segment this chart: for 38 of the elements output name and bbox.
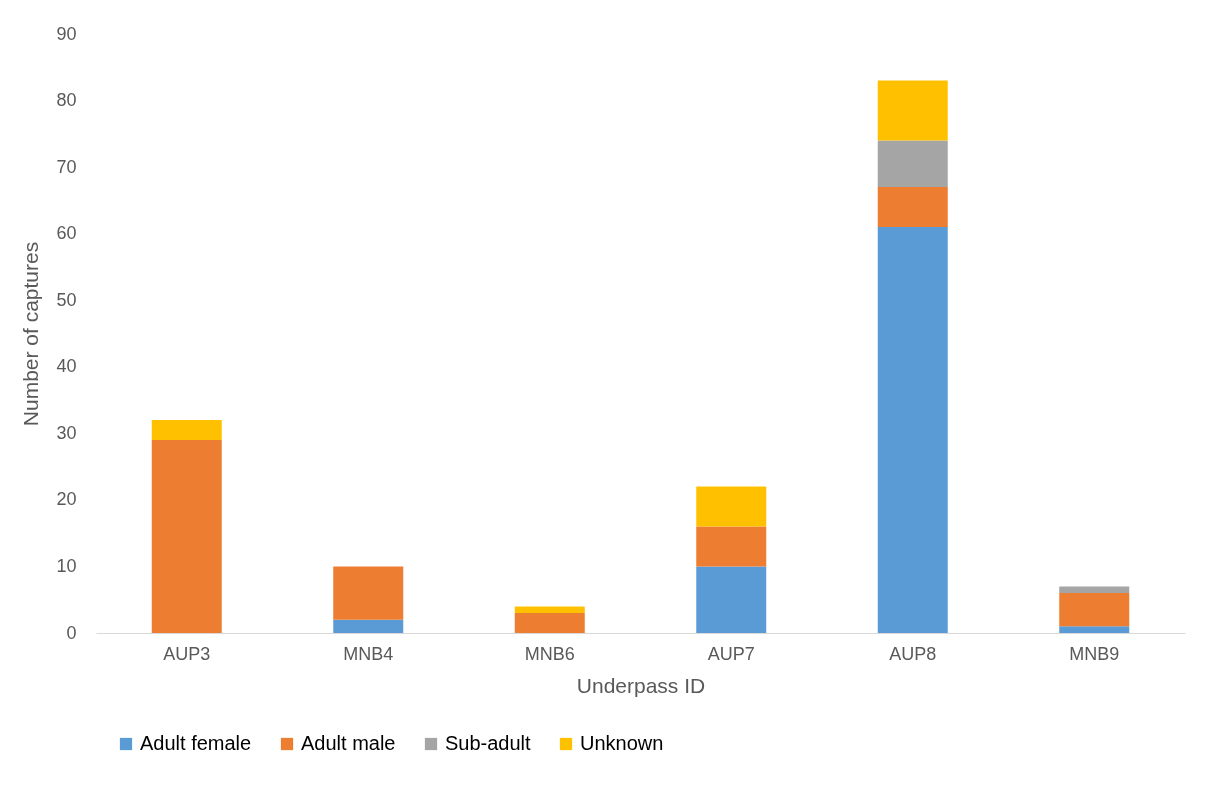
bar	[1059, 586, 1130, 594]
bar	[696, 566, 767, 633]
bar	[333, 619, 404, 633]
bar	[696, 526, 767, 567]
x-tick-label: AUP8	[889, 643, 937, 664]
bar	[1059, 593, 1130, 627]
y-tick-label: 80	[56, 90, 77, 111]
x-tick-label: MNB9	[1069, 643, 1120, 664]
legend-label: Adult male	[301, 732, 396, 754]
y-axis-title: Number of captures	[19, 241, 43, 427]
bar	[151, 439, 222, 633]
y-tick-label: 20	[56, 489, 77, 510]
bar	[514, 606, 585, 614]
x-axis-title: Underpass ID	[576, 673, 706, 697]
y-tick-label: 10	[56, 555, 77, 576]
bar	[1059, 626, 1130, 633]
x-tick-label: AUP7	[707, 643, 755, 664]
bar	[514, 613, 585, 633]
x-tick-label: AUP3	[163, 643, 211, 664]
bar	[877, 140, 948, 188]
legend-label: Unknown	[580, 732, 664, 754]
bar	[877, 80, 948, 141]
bar	[877, 187, 948, 228]
bar	[696, 486, 767, 527]
y-tick-label: 50	[56, 289, 77, 310]
y-tick-label: 90	[56, 23, 77, 44]
bar	[877, 227, 948, 633]
y-tick-label: 30	[56, 422, 77, 443]
y-tick-label: 40	[56, 356, 77, 377]
y-tick-label: 60	[56, 223, 77, 244]
bar	[333, 566, 404, 620]
bar	[151, 420, 222, 440]
x-tick-label: MNB6	[524, 643, 575, 664]
y-tick-label: 0	[66, 622, 77, 643]
x-tick-label: MNB4	[343, 643, 394, 664]
legend-label: Sub-adult	[445, 732, 532, 754]
legend-label: Adult female	[140, 732, 252, 754]
y-tick-label: 70	[56, 156, 77, 177]
